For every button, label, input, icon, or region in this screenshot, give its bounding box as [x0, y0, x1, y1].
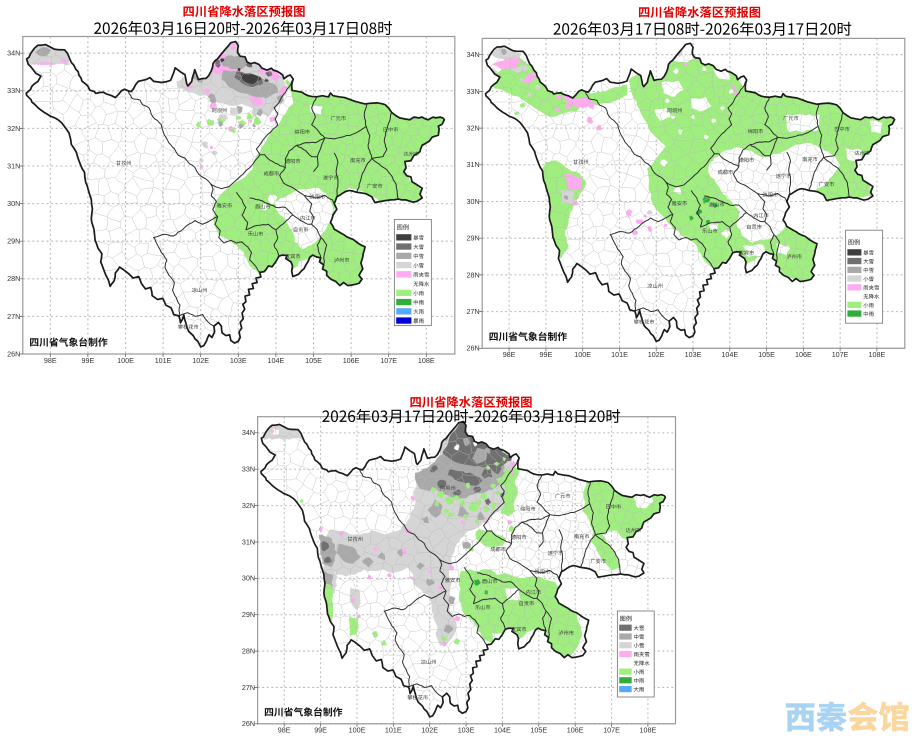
svg-text:108E: 108E — [418, 356, 435, 365]
svg-text:101E: 101E — [385, 726, 402, 735]
svg-text:26N: 26N — [467, 344, 480, 353]
svg-text:102E: 102E — [421, 726, 438, 735]
svg-text:29N: 29N — [467, 234, 480, 243]
svg-text:28N: 28N — [467, 270, 480, 279]
svg-text:102E: 102E — [192, 356, 209, 365]
svg-text:28N: 28N — [7, 274, 20, 283]
svg-text:108E: 108E — [640, 726, 657, 735]
svg-text:31N: 31N — [467, 160, 480, 169]
svg-text:32N: 32N — [242, 501, 255, 510]
svg-text:98E: 98E — [278, 726, 291, 735]
svg-text:32N: 32N — [467, 124, 480, 133]
svg-text:105E: 105E — [530, 726, 547, 735]
svg-text:107E: 107E — [832, 350, 849, 359]
svg-text:106E: 106E — [567, 726, 584, 735]
svg-text:108E: 108E — [869, 350, 886, 359]
svg-text:34N: 34N — [7, 49, 20, 58]
svg-text:99E: 99E — [314, 726, 327, 735]
svg-text:31N: 31N — [7, 161, 20, 170]
svg-text:107E: 107E — [380, 356, 397, 365]
svg-text:33N: 33N — [467, 87, 480, 96]
svg-text:27N: 27N — [467, 307, 480, 316]
svg-text:104E: 104E — [268, 356, 285, 365]
svg-text:101E: 101E — [155, 356, 172, 365]
svg-text:100E: 100E — [349, 726, 366, 735]
svg-text:29N: 29N — [242, 610, 255, 619]
svg-text:107E: 107E — [603, 726, 620, 735]
svg-text:30N: 30N — [242, 574, 255, 583]
svg-text:28N: 28N — [242, 647, 255, 656]
svg-text:103E: 103E — [685, 350, 702, 359]
svg-text:30N: 30N — [7, 199, 20, 208]
svg-text:100E: 100E — [117, 356, 134, 365]
svg-text:26N: 26N — [7, 349, 20, 358]
svg-text:98E: 98E — [503, 350, 516, 359]
svg-text:106E: 106E — [795, 350, 812, 359]
svg-text:27N: 27N — [242, 683, 255, 692]
svg-text:103E: 103E — [458, 726, 475, 735]
svg-text:33N: 33N — [7, 86, 20, 95]
svg-text:104E: 104E — [721, 350, 738, 359]
svg-text:32N: 32N — [7, 124, 20, 133]
svg-text:102E: 102E — [648, 350, 665, 359]
svg-text:106E: 106E — [343, 356, 360, 365]
svg-text:34N: 34N — [242, 428, 255, 437]
svg-text:33N: 33N — [242, 465, 255, 474]
svg-text:99E: 99E — [82, 356, 95, 365]
svg-text:34N: 34N — [467, 50, 480, 59]
svg-text:26N: 26N — [242, 719, 255, 728]
svg-text:100E: 100E — [574, 350, 591, 359]
svg-text:98E: 98E — [44, 356, 57, 365]
svg-text:101E: 101E — [611, 350, 628, 359]
svg-text:31N: 31N — [242, 537, 255, 546]
svg-text:30N: 30N — [467, 197, 480, 206]
svg-text:99E: 99E — [540, 350, 553, 359]
svg-text:104E: 104E — [494, 726, 511, 735]
svg-text:29N: 29N — [7, 237, 20, 246]
svg-text:105E: 105E — [758, 350, 775, 359]
svg-text:105E: 105E — [305, 356, 322, 365]
svg-text:103E: 103E — [230, 356, 247, 365]
svg-text:27N: 27N — [7, 312, 20, 321]
